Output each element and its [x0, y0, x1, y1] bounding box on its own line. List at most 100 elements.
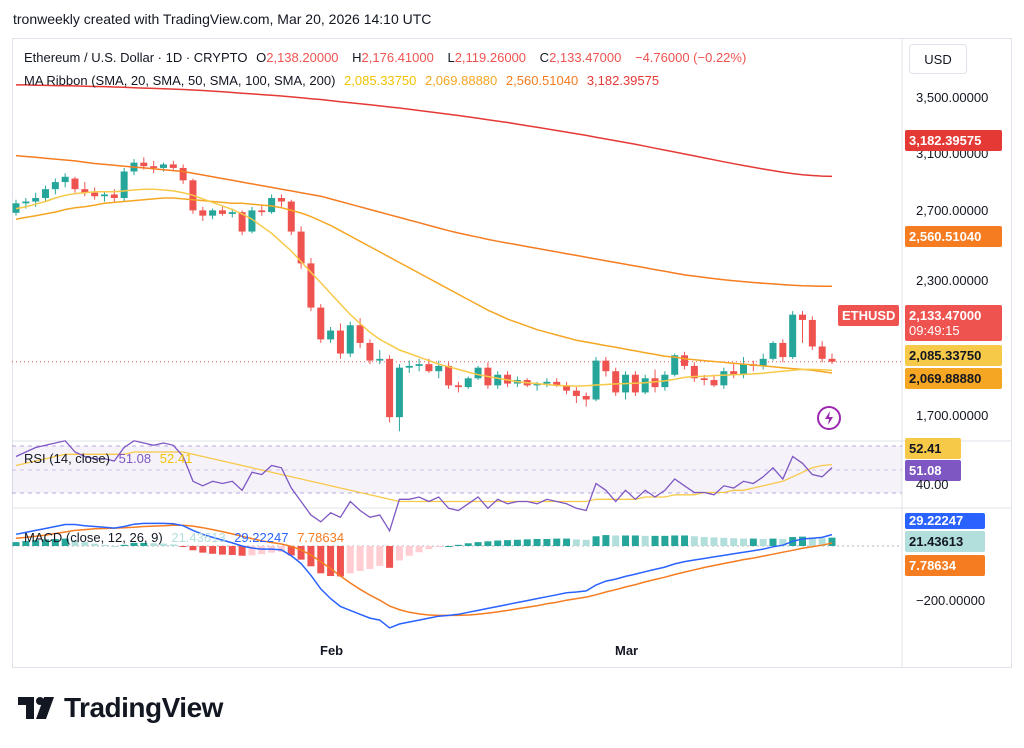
candle-body	[435, 365, 443, 372]
candle-down	[681, 351, 689, 370]
candle-body	[258, 210, 266, 213]
macd-histogram-bar	[602, 535, 610, 546]
candle-up	[494, 371, 502, 389]
candle-body	[799, 314, 807, 320]
candle-down	[336, 323, 344, 359]
candle-body	[140, 162, 148, 167]
ma-ribbon-title[interactable]: MA Ribbon (SMA, 20, SMA, 50, SMA, 100, S…	[24, 73, 336, 88]
rsi-ma-legend-value: 52.41	[159, 451, 193, 466]
candle-up	[641, 374, 649, 395]
rsi-tick: 40.00	[916, 477, 949, 492]
candle-body	[287, 201, 295, 232]
macd-histogram-bar	[71, 540, 79, 546]
macd-histogram-bar	[150, 543, 158, 546]
macd-histogram-bar	[523, 539, 531, 546]
rsi-band	[12, 446, 902, 493]
candle-down	[71, 176, 79, 193]
macd-histogram-bar	[218, 546, 226, 555]
macd-tag: 29.22247	[905, 513, 985, 529]
tradingview-logo[interactable]: TradingView	[18, 692, 223, 724]
candle-up	[405, 360, 413, 373]
candle-body	[159, 164, 167, 168]
flash-icon[interactable]	[817, 406, 841, 430]
rsi-title[interactable]: RSI (14, close)	[24, 451, 110, 466]
candle-down	[366, 339, 374, 365]
macd-title[interactable]: MACD (close, 12, 26, 9)	[24, 530, 163, 545]
candle-body	[415, 364, 423, 366]
macd-histogram-bar	[130, 542, 138, 546]
macd-histogram-bar	[769, 538, 777, 546]
signal-tag: 7.78634	[905, 555, 985, 576]
candle-body	[710, 380, 718, 386]
candle-body	[563, 385, 571, 391]
candle-down	[690, 362, 698, 382]
chart-frame[interactable]	[12, 38, 1012, 668]
candle-down	[730, 364, 738, 379]
price-tick: 3,500.00000	[916, 90, 989, 105]
macd-histogram-bar	[366, 546, 374, 570]
macd-histogram-bar	[209, 546, 217, 554]
candle-body	[789, 314, 797, 358]
candle-body	[504, 374, 512, 384]
macd-histogram-bar	[563, 538, 571, 546]
candle-body	[395, 367, 403, 418]
candle-up	[120, 167, 128, 202]
candle-body	[277, 197, 285, 202]
candle-down	[258, 205, 266, 216]
candle-body	[779, 342, 787, 358]
macd-histogram-bar	[110, 546, 118, 547]
macd-histogram-bar	[277, 546, 285, 552]
candle-body	[120, 171, 128, 198]
macd-histogram-bar	[120, 544, 128, 546]
macd-histogram-bar	[818, 538, 826, 546]
candle-body	[317, 307, 325, 340]
candle-body	[533, 383, 541, 386]
candle-down	[91, 187, 99, 200]
symbol-title[interactable]: Ethereum / U.S. Dollar · 1D · CRYPTO	[24, 50, 248, 65]
last-price-tag: 2,133.47000 09:49:15	[905, 305, 1002, 341]
candle-body	[425, 364, 433, 372]
candle-down	[779, 339, 787, 363]
candle-body	[179, 167, 187, 181]
candle-up	[327, 327, 335, 343]
candle-body	[740, 364, 748, 375]
candle-body	[494, 374, 502, 386]
open-label: O	[256, 50, 267, 65]
candle-body	[464, 378, 472, 388]
macd-histogram-bar	[612, 535, 620, 546]
candle-body	[602, 360, 610, 372]
macd-histogram-bar	[386, 546, 394, 568]
ma50-line	[15, 197, 833, 374]
macd-line	[15, 522, 833, 629]
candle-body	[22, 201, 30, 204]
macd-histogram-bar	[759, 538, 767, 546]
candle-body	[209, 210, 217, 216]
price-tick: 2,300.00000	[916, 273, 989, 288]
rsi-legend-value: 51.08	[118, 451, 152, 466]
candle-body	[808, 319, 816, 347]
candle-body	[700, 378, 708, 381]
high-value: 2,176.41000	[361, 50, 434, 65]
change-value: −4.76000 (−0.22%)	[634, 50, 747, 65]
ma100-line	[15, 154, 833, 288]
macd-histogram-bar	[749, 538, 757, 546]
candle-up	[789, 311, 797, 359]
macd-histogram-bar	[297, 546, 305, 560]
candle-body	[405, 365, 413, 368]
candle-down	[307, 258, 315, 312]
macd-histogram-bar	[671, 535, 679, 546]
currency-button[interactable]: USD	[909, 44, 967, 74]
candle-body	[553, 381, 561, 386]
candle-body	[828, 358, 836, 362]
candle-body	[445, 365, 453, 386]
macd-histogram-bar	[376, 546, 384, 566]
candle-body	[376, 358, 384, 361]
macd-histogram-bar	[641, 535, 649, 546]
ma100-tag: 2,560.51040	[905, 226, 1002, 247]
macd-histogram-bar	[356, 546, 364, 571]
candle-down	[81, 182, 89, 197]
candle-down	[563, 381, 571, 395]
macd-histogram-bar	[435, 546, 443, 547]
ma-legend: MA Ribbon (SMA, 20, SMA, 50, SMA, 100, S…	[24, 73, 664, 88]
